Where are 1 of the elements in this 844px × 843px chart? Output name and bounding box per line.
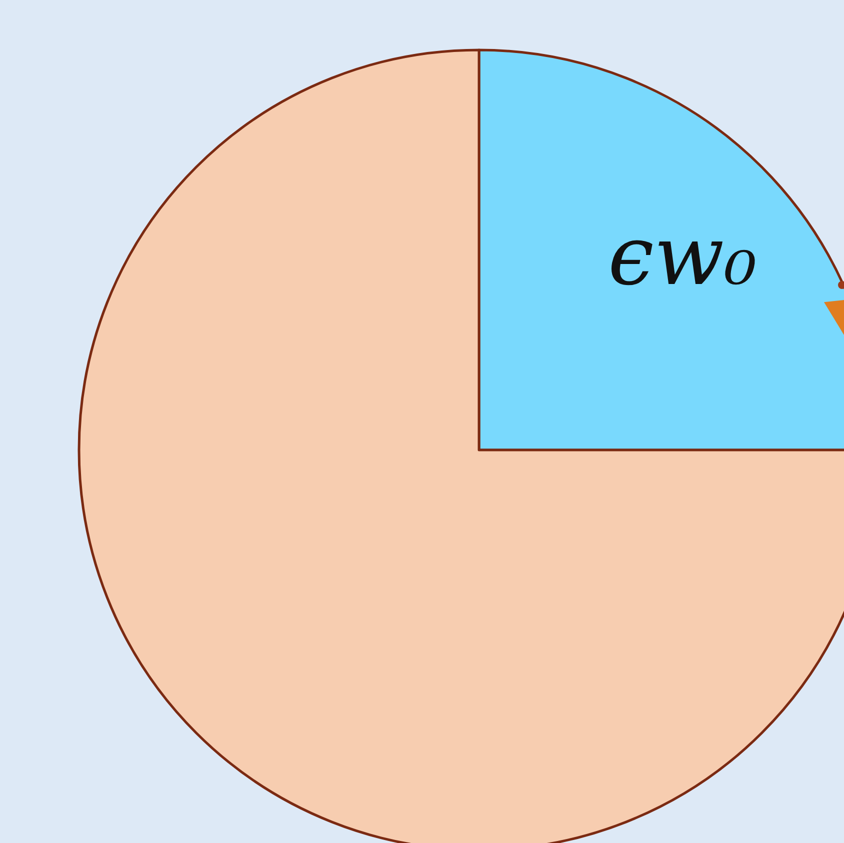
slice-label: ϵw₀ <box>608 208 758 304</box>
